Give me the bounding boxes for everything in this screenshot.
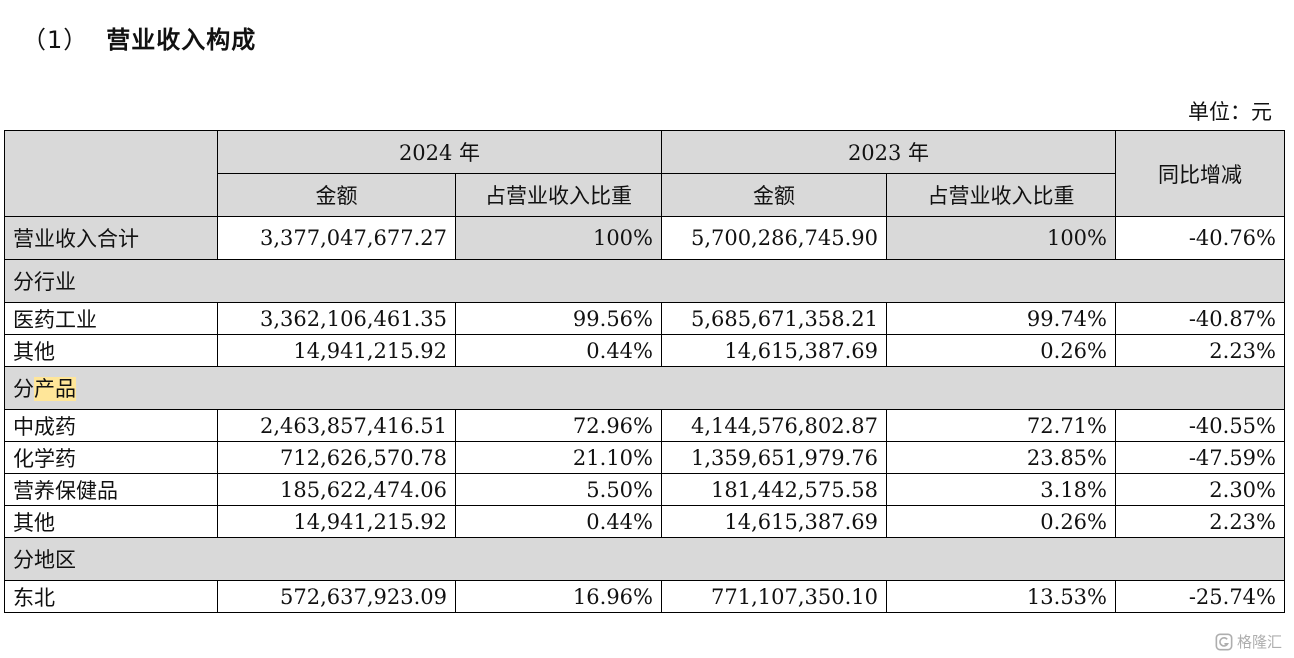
section-number: （1） — [22, 26, 89, 54]
header-amount-2023: 金额 — [661, 173, 887, 217]
share-2024-cell: 99.56% — [455, 302, 662, 335]
section-row-industry: 分行业 — [4, 259, 1285, 303]
yoy-cell: -47.59% — [1115, 441, 1285, 474]
share-2023-cell: 3.18% — [886, 473, 1116, 506]
header-share-2023: 占营业收入比重 — [886, 173, 1116, 217]
row-label: 东北 — [4, 580, 218, 613]
header-blank-cell — [4, 130, 218, 217]
share-2024-cell: 21.10% — [455, 441, 662, 474]
yoy-cell: 2.23% — [1115, 505, 1285, 538]
share-2024-cell: 0.44% — [455, 334, 662, 367]
revenue-composition-table: 2024 年 2023 年 同比增减 金额 占营业收入比重 金额 占营业收入比重… — [4, 130, 1285, 613]
header-yoy: 同比增减 — [1115, 130, 1285, 217]
unit-label: 单位：元 — [1188, 100, 1272, 124]
amount-2024-cell: 185,622,474.06 — [217, 473, 456, 506]
share-2024-cell: 72.96% — [455, 409, 662, 442]
watermark-text: 格隆汇 — [1236, 633, 1282, 651]
table-row: 东北 572,637,923.09 16.96% 771,107,350.10 … — [4, 580, 1285, 613]
table-row: 营养保健品 185,622,474.06 5.50% 181,442,575.5… — [4, 473, 1285, 506]
yoy-cell: -25.74% — [1115, 580, 1285, 613]
total-share-2024: 100% — [455, 216, 662, 260]
amount-2024-cell: 14,941,215.92 — [217, 334, 456, 367]
row-label: 中成药 — [4, 409, 218, 442]
total-label: 营业收入合计 — [4, 216, 218, 260]
share-2024-cell: 5.50% — [455, 473, 662, 506]
highlighted-text: 产品 — [34, 377, 76, 401]
share-2023-cell: 99.74% — [886, 302, 1116, 335]
share-2023-cell: 72.71% — [886, 409, 1116, 442]
section-label-product-prefix: 分 — [13, 377, 34, 401]
header-row-years: 2024 年 2023 年 同比增减 — [4, 130, 1285, 217]
total-row: 营业收入合计 3,377,047,677.27 100% 5,700,286,7… — [4, 216, 1285, 260]
amount-2023-cell: 14,615,387.69 — [661, 334, 887, 367]
total-yoy: -40.76% — [1115, 216, 1285, 260]
yoy-cell: -40.87% — [1115, 302, 1285, 335]
section-label-region: 分地区 — [4, 537, 1285, 581]
yoy-cell: 2.30% — [1115, 473, 1285, 506]
share-2023-cell: 13.53% — [886, 580, 1116, 613]
watermark: 格隆汇 — [1215, 631, 1282, 652]
total-share-2023: 100% — [886, 216, 1116, 260]
yoy-cell: -40.55% — [1115, 409, 1285, 442]
amount-2023-cell: 1,359,651,979.76 — [661, 441, 887, 474]
share-2024-cell: 0.44% — [455, 505, 662, 538]
section-label-product: 分产品 — [4, 366, 1285, 410]
amount-2023-cell: 771,107,350.10 — [661, 580, 887, 613]
row-label: 营养保健品 — [4, 473, 218, 506]
section-row-product: 分产品 — [4, 366, 1285, 410]
amount-2024-cell: 2,463,857,416.51 — [217, 409, 456, 442]
header-share-2024: 占营业收入比重 — [455, 173, 662, 217]
section-title: （1） 营业收入构成 — [22, 20, 256, 55]
share-2023-cell: 23.85% — [886, 441, 1116, 474]
amount-2024-cell: 572,637,923.09 — [217, 580, 456, 613]
header-year-2024: 2024 年 — [217, 130, 662, 174]
total-amount-2023: 5,700,286,745.90 — [661, 216, 887, 260]
amount-2024-cell: 14,941,215.92 — [217, 505, 456, 538]
header-row-columns: 金额 占营业收入比重 金额 占营业收入比重 — [5, 173, 1285, 217]
share-2024-cell: 16.96% — [455, 580, 662, 613]
section-title-text: 营业收入构成 — [106, 26, 257, 54]
share-2023-cell: 0.26% — [886, 334, 1116, 367]
amount-2024-cell: 712,626,570.78 — [217, 441, 456, 474]
row-label: 其他 — [4, 334, 218, 367]
amount-2024-cell: 3,362,106,461.35 — [217, 302, 456, 335]
amount-2023-cell: 181,442,575.58 — [661, 473, 887, 506]
gelonghui-logo-icon — [1215, 633, 1233, 650]
table-row: 其他 14,941,215.92 0.44% 14,615,387.69 0.2… — [4, 505, 1285, 538]
table-row: 医药工业 3,362,106,461.35 99.56% 5,685,671,3… — [4, 302, 1285, 335]
row-label: 其他 — [4, 505, 218, 538]
table-row: 其他 14,941,215.92 0.44% 14,615,387.69 0.2… — [4, 334, 1285, 367]
amount-2023-cell: 5,685,671,358.21 — [661, 302, 887, 335]
total-amount-2024: 3,377,047,677.27 — [217, 216, 456, 260]
amount-2023-cell: 4,144,576,802.87 — [661, 409, 887, 442]
section-label-industry: 分行业 — [4, 259, 1285, 303]
row-label: 医药工业 — [4, 302, 218, 335]
row-label: 化学药 — [4, 441, 218, 474]
amount-2023-cell: 14,615,387.69 — [661, 505, 887, 538]
table-row: 化学药 712,626,570.78 21.10% 1,359,651,979.… — [4, 441, 1285, 474]
table-row: 中成药 2,463,857,416.51 72.96% 4,144,576,80… — [4, 409, 1285, 442]
yoy-cell: 2.23% — [1115, 334, 1285, 367]
header-amount-2024: 金额 — [217, 173, 456, 217]
section-row-region: 分地区 — [4, 537, 1285, 581]
header-year-2023: 2023 年 — [661, 130, 1116, 174]
share-2023-cell: 0.26% — [886, 505, 1116, 538]
